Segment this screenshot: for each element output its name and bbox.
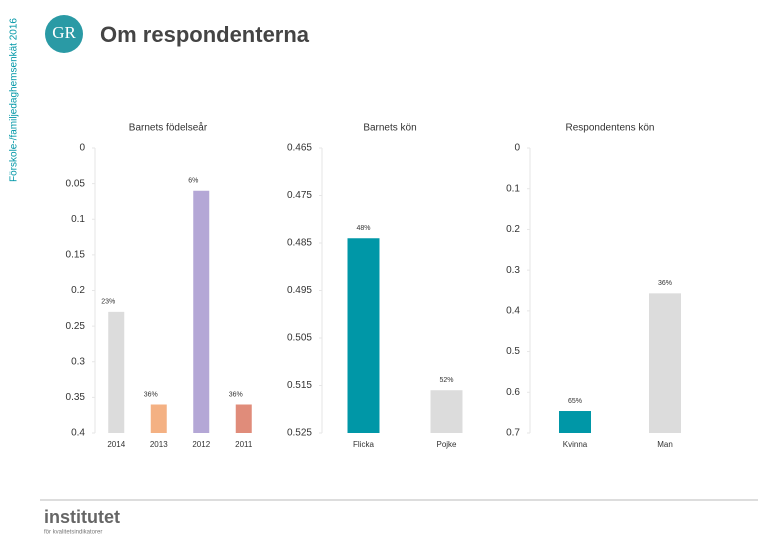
value-label: 52%: [439, 377, 453, 384]
bar: [108, 311, 125, 433]
chart-title: Barnets födelseår: [129, 122, 208, 134]
side-label: Förskole-/familjedaghemsenkät 2016: [9, 18, 20, 182]
value-label: 65%: [568, 398, 582, 405]
y-tick-label: 0.7: [506, 428, 520, 439]
bar: [430, 390, 463, 433]
x-tick-label: Kvinna: [563, 440, 588, 449]
x-tick-label: Man: [657, 440, 673, 449]
y-tick-label: 0.1: [71, 214, 85, 225]
y-tick-label: 0.495: [287, 285, 312, 296]
x-tick-label: Flicka: [353, 440, 374, 449]
y-tick-label: 0.05: [66, 178, 86, 189]
bar: [193, 190, 210, 433]
value-label: 6%: [188, 178, 198, 185]
y-tick-label: 0.15: [66, 250, 86, 261]
slide-title: Om respondenterna: [100, 22, 310, 47]
y-tick-label: 0.515: [287, 380, 312, 391]
bar: [347, 238, 380, 433]
y-tick-label: 0.485: [287, 238, 312, 249]
x-tick-label: 2012: [192, 440, 210, 449]
x-tick-label: Pojke: [436, 440, 457, 449]
x-tick-label: 2014: [107, 440, 125, 449]
y-tick-label: 0.3: [506, 265, 520, 276]
y-tick-label: 0: [514, 143, 520, 154]
footer-brand: institutet: [44, 507, 120, 527]
y-tick-label: 0.25: [66, 321, 86, 332]
y-tick-label: 0.4: [71, 428, 85, 439]
y-tick-label: 0.35: [66, 392, 86, 403]
y-tick-label: 0: [79, 143, 85, 154]
bar: [235, 404, 252, 433]
logo-badge: [45, 15, 83, 53]
value-label: 36%: [658, 280, 672, 287]
y-tick-label: 0.475: [287, 190, 312, 201]
x-tick-label: 2011: [235, 440, 253, 449]
y-tick-label: 0.505: [287, 333, 312, 344]
y-tick-label: 0.5: [506, 346, 520, 357]
y-tick-label: 0.2: [506, 224, 520, 235]
value-label: 23%: [101, 299, 115, 306]
y-tick-label: 0.525: [287, 428, 312, 439]
logo: GR: [52, 23, 76, 42]
value-label: 48%: [356, 225, 370, 232]
bar: [559, 411, 591, 433]
value-label: 36%: [144, 391, 158, 398]
bar: [649, 293, 681, 433]
value-label: 36%: [229, 391, 243, 398]
y-tick-label: 0.6: [506, 387, 520, 398]
x-tick-label: 2013: [150, 440, 168, 449]
y-tick-label: 0.4: [506, 305, 520, 316]
y-tick-label: 0.2: [71, 285, 85, 296]
y-tick-label: 0.1: [506, 183, 520, 194]
chart-title: Barnets kön: [363, 123, 416, 134]
bar: [150, 404, 167, 433]
y-tick-label: 0.3: [71, 356, 85, 367]
chart-title: Respondentens kön: [566, 123, 655, 134]
footer-tagline: för kvalitetsindikatorer: [44, 530, 102, 536]
y-tick-label: 0.465: [287, 143, 312, 154]
